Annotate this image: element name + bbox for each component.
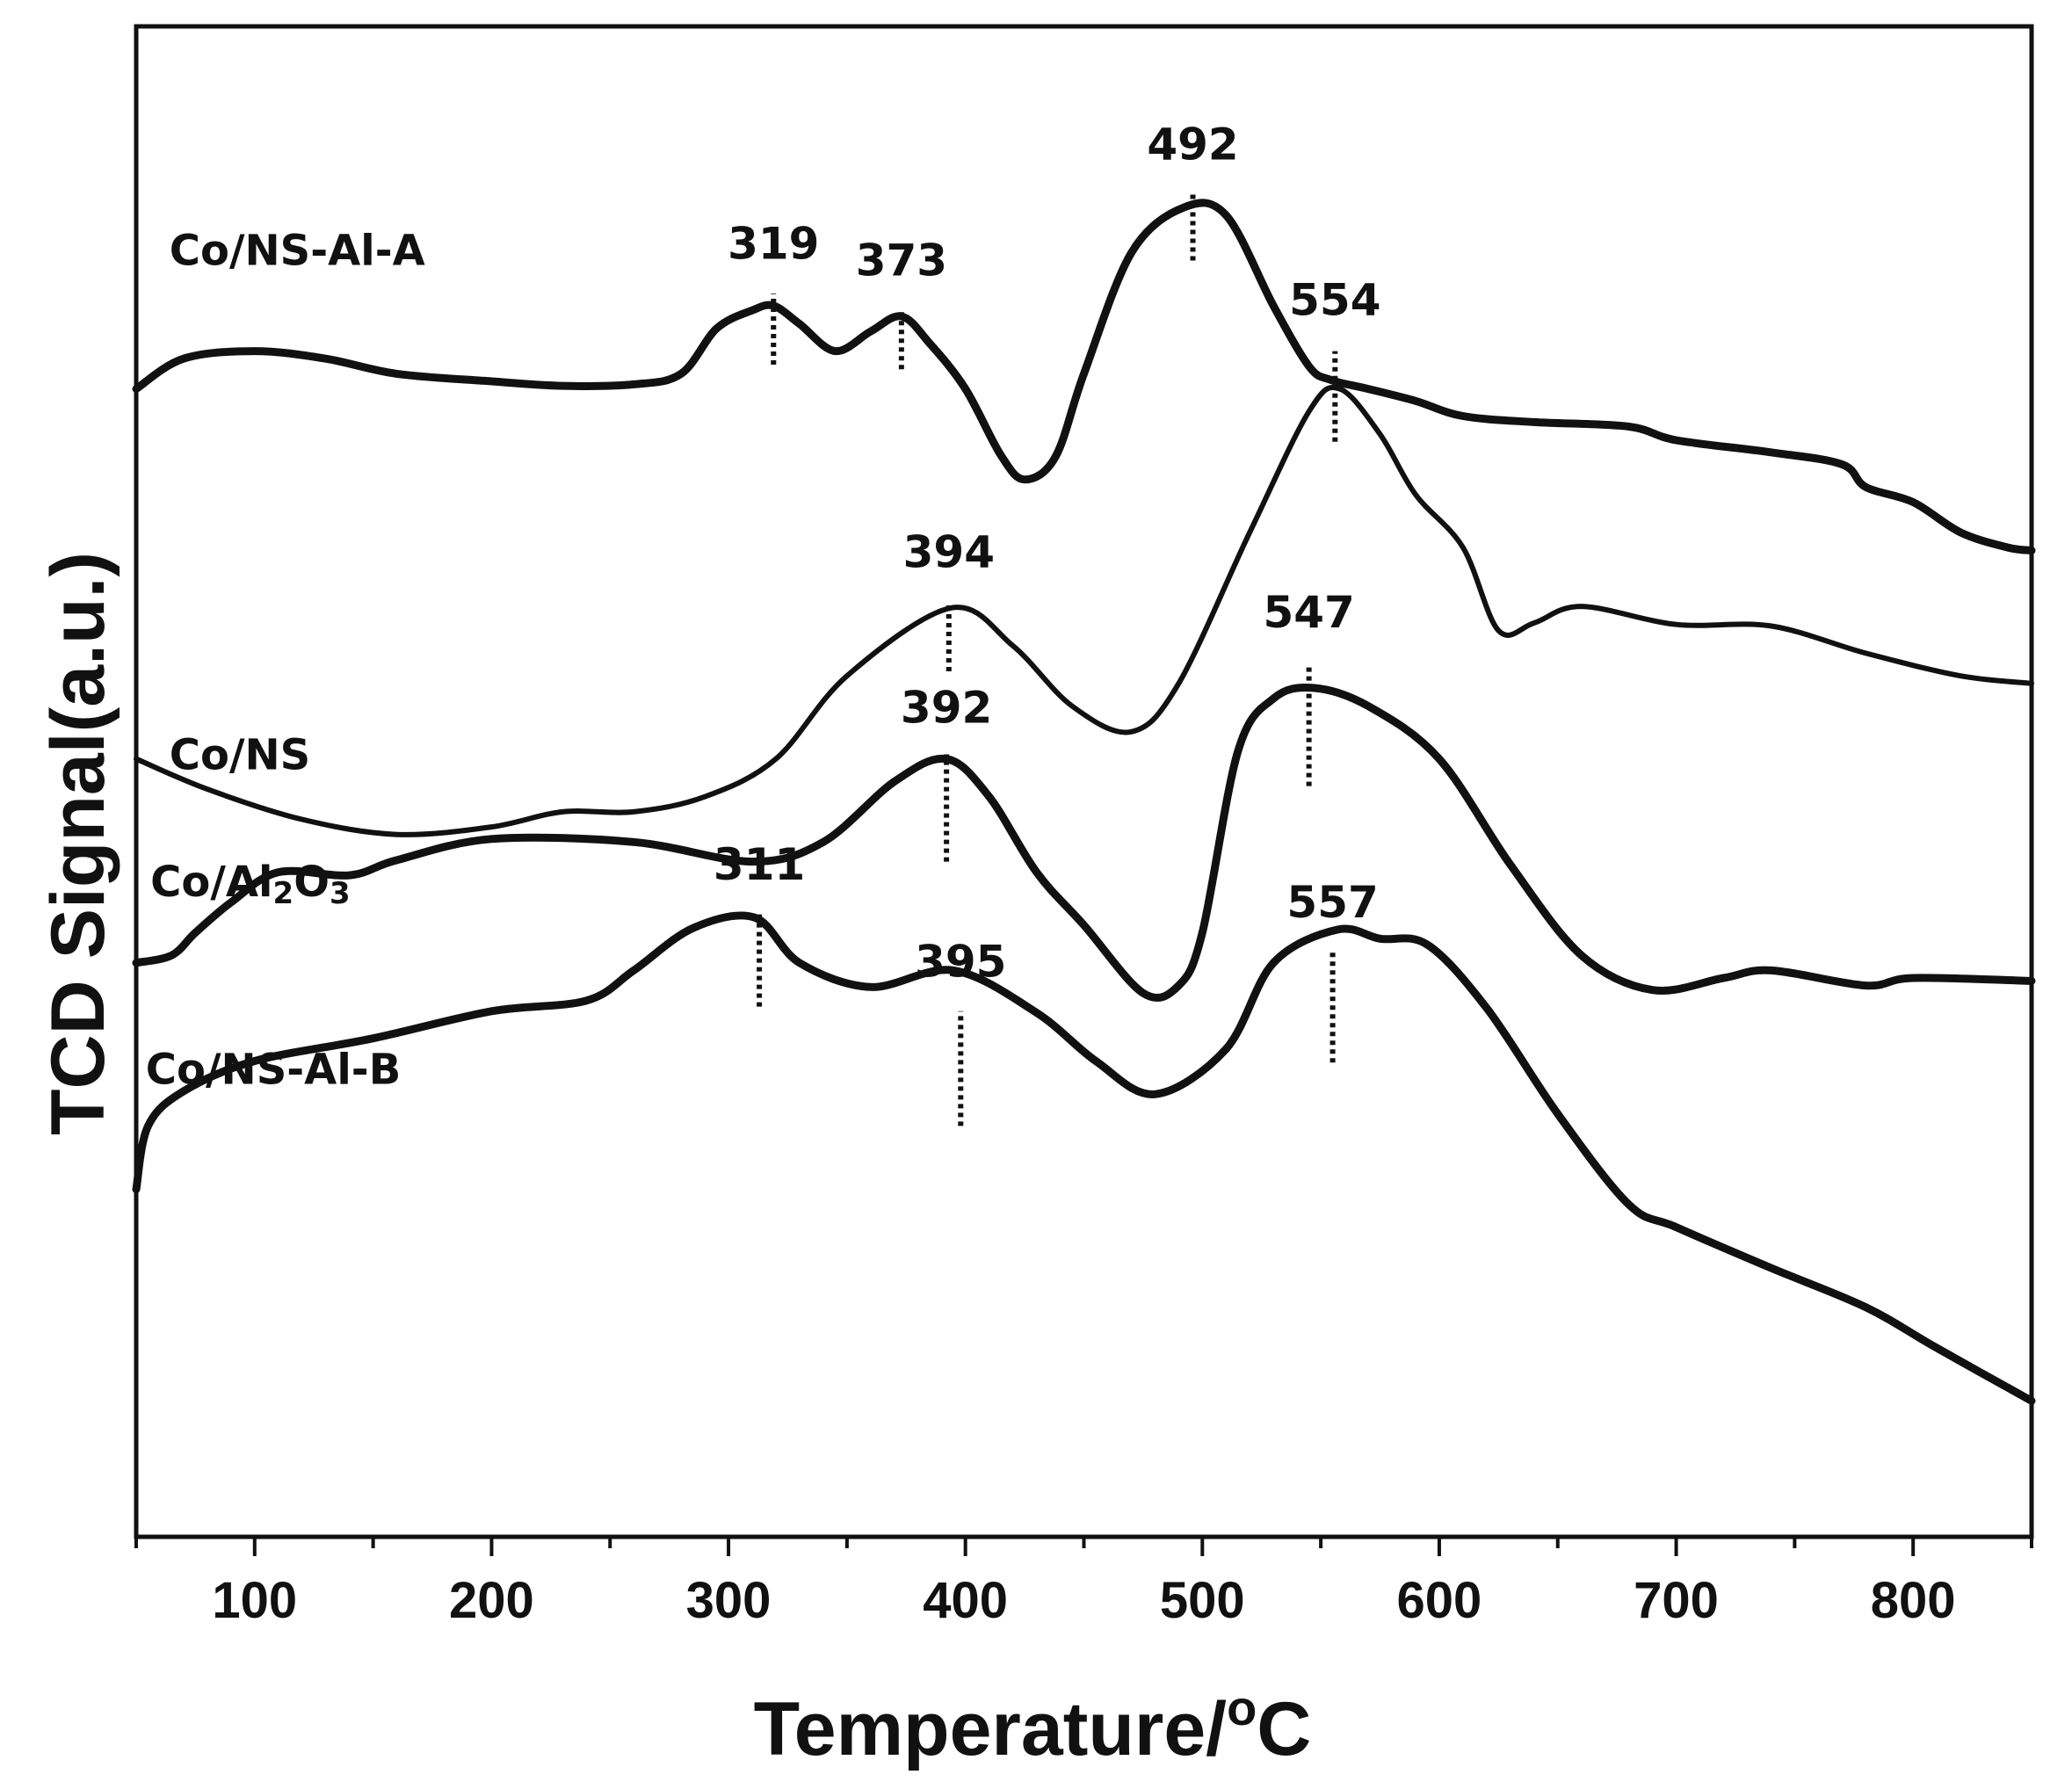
- series-labels: Co/NS-Al-A Co/NS Co/Al2O3 Co/NS-Al-B: [146, 227, 425, 1095]
- x-tick-label: 500: [1160, 1572, 1245, 1629]
- series-label: Co/NS-Al-B: [146, 1045, 402, 1094]
- peak-label: 311: [714, 839, 805, 890]
- x-tick-label: 300: [686, 1572, 772, 1629]
- x-axis-title-superscript: o: [1227, 1680, 1257, 1735]
- x-tick-label: 200: [449, 1572, 534, 1629]
- series-line: [134, 384, 2034, 837]
- x-axis-title-unit: C: [1257, 1687, 1311, 1771]
- peak-annotations: 319 373 492 554 394 547 392 311 395 557: [714, 119, 1380, 1126]
- peak-label: 392: [901, 682, 992, 733]
- peak-label: 394: [903, 526, 995, 577]
- series-label: Co/NS: [170, 731, 310, 780]
- peak-label: 547: [1263, 587, 1354, 638]
- x-axis-title-text: Temperature/: [754, 1687, 1228, 1771]
- peak-label: 319: [728, 219, 819, 270]
- peak-label: 492: [1147, 119, 1238, 170]
- peak-label: 557: [1286, 877, 1378, 928]
- x-ticks: 100 200 300 400 500 600 700 800: [134, 1537, 2033, 1629]
- peak-label: 554: [1289, 274, 1380, 325]
- peak-label: 373: [856, 235, 947, 286]
- series-label: Co/Al2O3: [150, 858, 350, 911]
- peak-label: 395: [915, 936, 1006, 987]
- x-axis-title: Temperature/oC: [754, 1680, 1312, 1771]
- x-tick-label: 400: [923, 1572, 1008, 1629]
- y-axis-title: TCD Signal(a.u.): [36, 552, 120, 1135]
- x-tick-label: 700: [1634, 1572, 1719, 1629]
- series-line: [132, 683, 2036, 1002]
- x-tick-label: 600: [1397, 1572, 1482, 1629]
- series-line: [132, 199, 2036, 554]
- series-lines: [132, 199, 2036, 1405]
- series-line: [132, 911, 2036, 1405]
- x-tick-label: 100: [212, 1572, 297, 1629]
- series-label: Co/NS-Al-A: [170, 227, 425, 276]
- x-tick-label: 800: [1871, 1572, 1956, 1629]
